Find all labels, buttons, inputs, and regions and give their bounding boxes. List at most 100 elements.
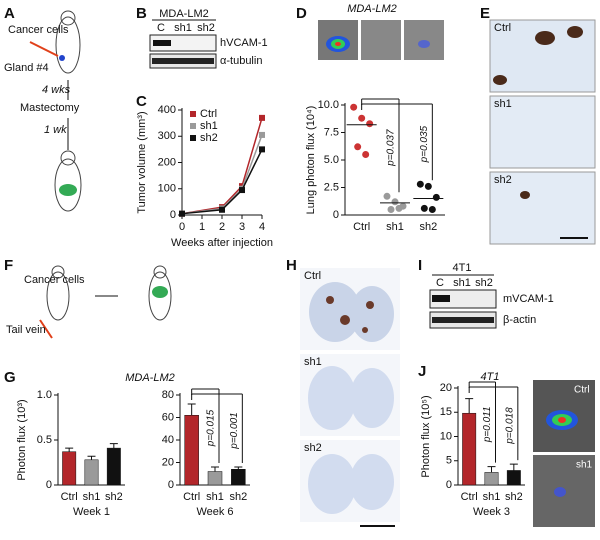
blot [429,289,497,309]
panel-letter: F [4,257,13,274]
image-label: sh1 [304,356,322,368]
y-tick-label: 1.0 [37,389,52,401]
y-tick-label: 200 [158,156,176,168]
y-tick-label: 10 [440,430,452,442]
x-tick-label: sh1 [483,491,501,503]
label: Mastectomy [20,102,80,114]
y-tick-label: 0 [168,479,174,491]
y-tick-label: 15 [440,406,452,418]
lane-label: sh1 [453,277,471,289]
imaging [318,20,444,60]
blot-band [153,40,171,46]
bar [231,469,246,486]
dot [428,206,436,213]
lane-label: C [436,277,444,289]
error-bar [65,447,74,452]
p-value: p=0.011 [482,406,493,443]
y-tick-label: 10.0 [318,99,339,111]
error-bar [509,463,518,471]
p-value: p=0.015 [206,409,217,447]
y-axis-label: Tumor volume (mm³) [136,111,148,213]
label: MDA-LM2 [159,8,209,20]
x-tick-label: 3 [239,221,245,233]
panel-letter: A [4,5,15,22]
dot [424,182,432,190]
dot [350,103,358,111]
dot [383,192,391,200]
x-axis-label: Week 6 [196,506,233,518]
image-label: Ctrl [494,22,511,34]
image-label: sh2 [304,442,322,454]
panel-letter: D [296,5,307,22]
panel-letter: J [418,363,426,380]
p-value: p=0.035 [419,125,430,163]
dot [416,180,424,188]
bar [62,451,77,486]
panel-letter: C [136,93,147,110]
image-label: Ctrl [304,270,321,282]
label: Gland #4 [4,62,49,74]
mouse-diagram [46,265,172,321]
marker [259,114,265,121]
y-tick-label: 0 [46,479,52,491]
x-tick-label: sh1 [386,221,404,233]
error-bar [109,443,118,449]
y-tick-label: 5.0 [324,154,339,166]
error-bar [211,466,219,472]
image-label: Ctrl [574,385,590,396]
marker [219,206,225,213]
legend-marker [190,111,196,117]
blot-band [432,295,450,302]
legend-label: sh2 [200,132,218,144]
y-tick-label: 60 [162,411,174,423]
x-tick-label: 4 [259,221,265,233]
image-label: sh1 [576,460,593,471]
dot [366,120,374,128]
x-tick-label: sh2 [105,491,123,503]
y-tick-label: 0 [170,209,176,221]
x-tick-label: Ctrl [461,491,478,503]
y-axis-label: Photon flux (10⁵) [420,395,432,477]
imaging [533,380,595,527]
legend-label: sh1 [200,120,218,132]
label: Cancer cells [24,274,85,286]
lane-label: C [157,22,165,34]
x-tick-label: sh2 [229,491,247,503]
bar [106,447,121,486]
mouse-diagram [54,10,82,212]
legend-marker [190,135,196,141]
panel-letter: I [418,257,422,274]
error-bar [87,455,96,460]
x-tick-label: Ctrl [353,221,370,233]
y-tick-label: 0.5 [37,434,52,446]
blot-band [432,317,494,323]
p-value: p=0.018 [504,407,515,445]
p-value: p=0.001 [229,412,240,449]
y-tick-label: 0 [446,479,452,491]
error-bar [187,403,196,416]
x-tick-label: 2 [219,221,225,233]
blot [149,34,217,52]
label: Cancer cells [8,24,69,36]
legend-label: Ctrl [200,108,217,120]
x-tick-label: 0 [179,221,185,233]
dot [362,151,370,158]
label: 4 wks [42,84,71,96]
signal [152,286,168,298]
dot [432,193,440,201]
lane-label: sh2 [475,277,493,289]
x-tick-label: sh2 [419,221,437,233]
signal [59,184,77,196]
x-tick-label: sh2 [505,491,523,503]
dot [354,143,362,151]
bar [484,472,499,486]
y-tick-label: 100 [158,183,176,195]
bar [84,459,99,486]
label: 1 wk [44,124,67,136]
dot [420,204,428,212]
band-label: hVCAM-1 [220,37,268,49]
marker [259,131,265,138]
dot [391,198,399,206]
line [181,149,263,215]
